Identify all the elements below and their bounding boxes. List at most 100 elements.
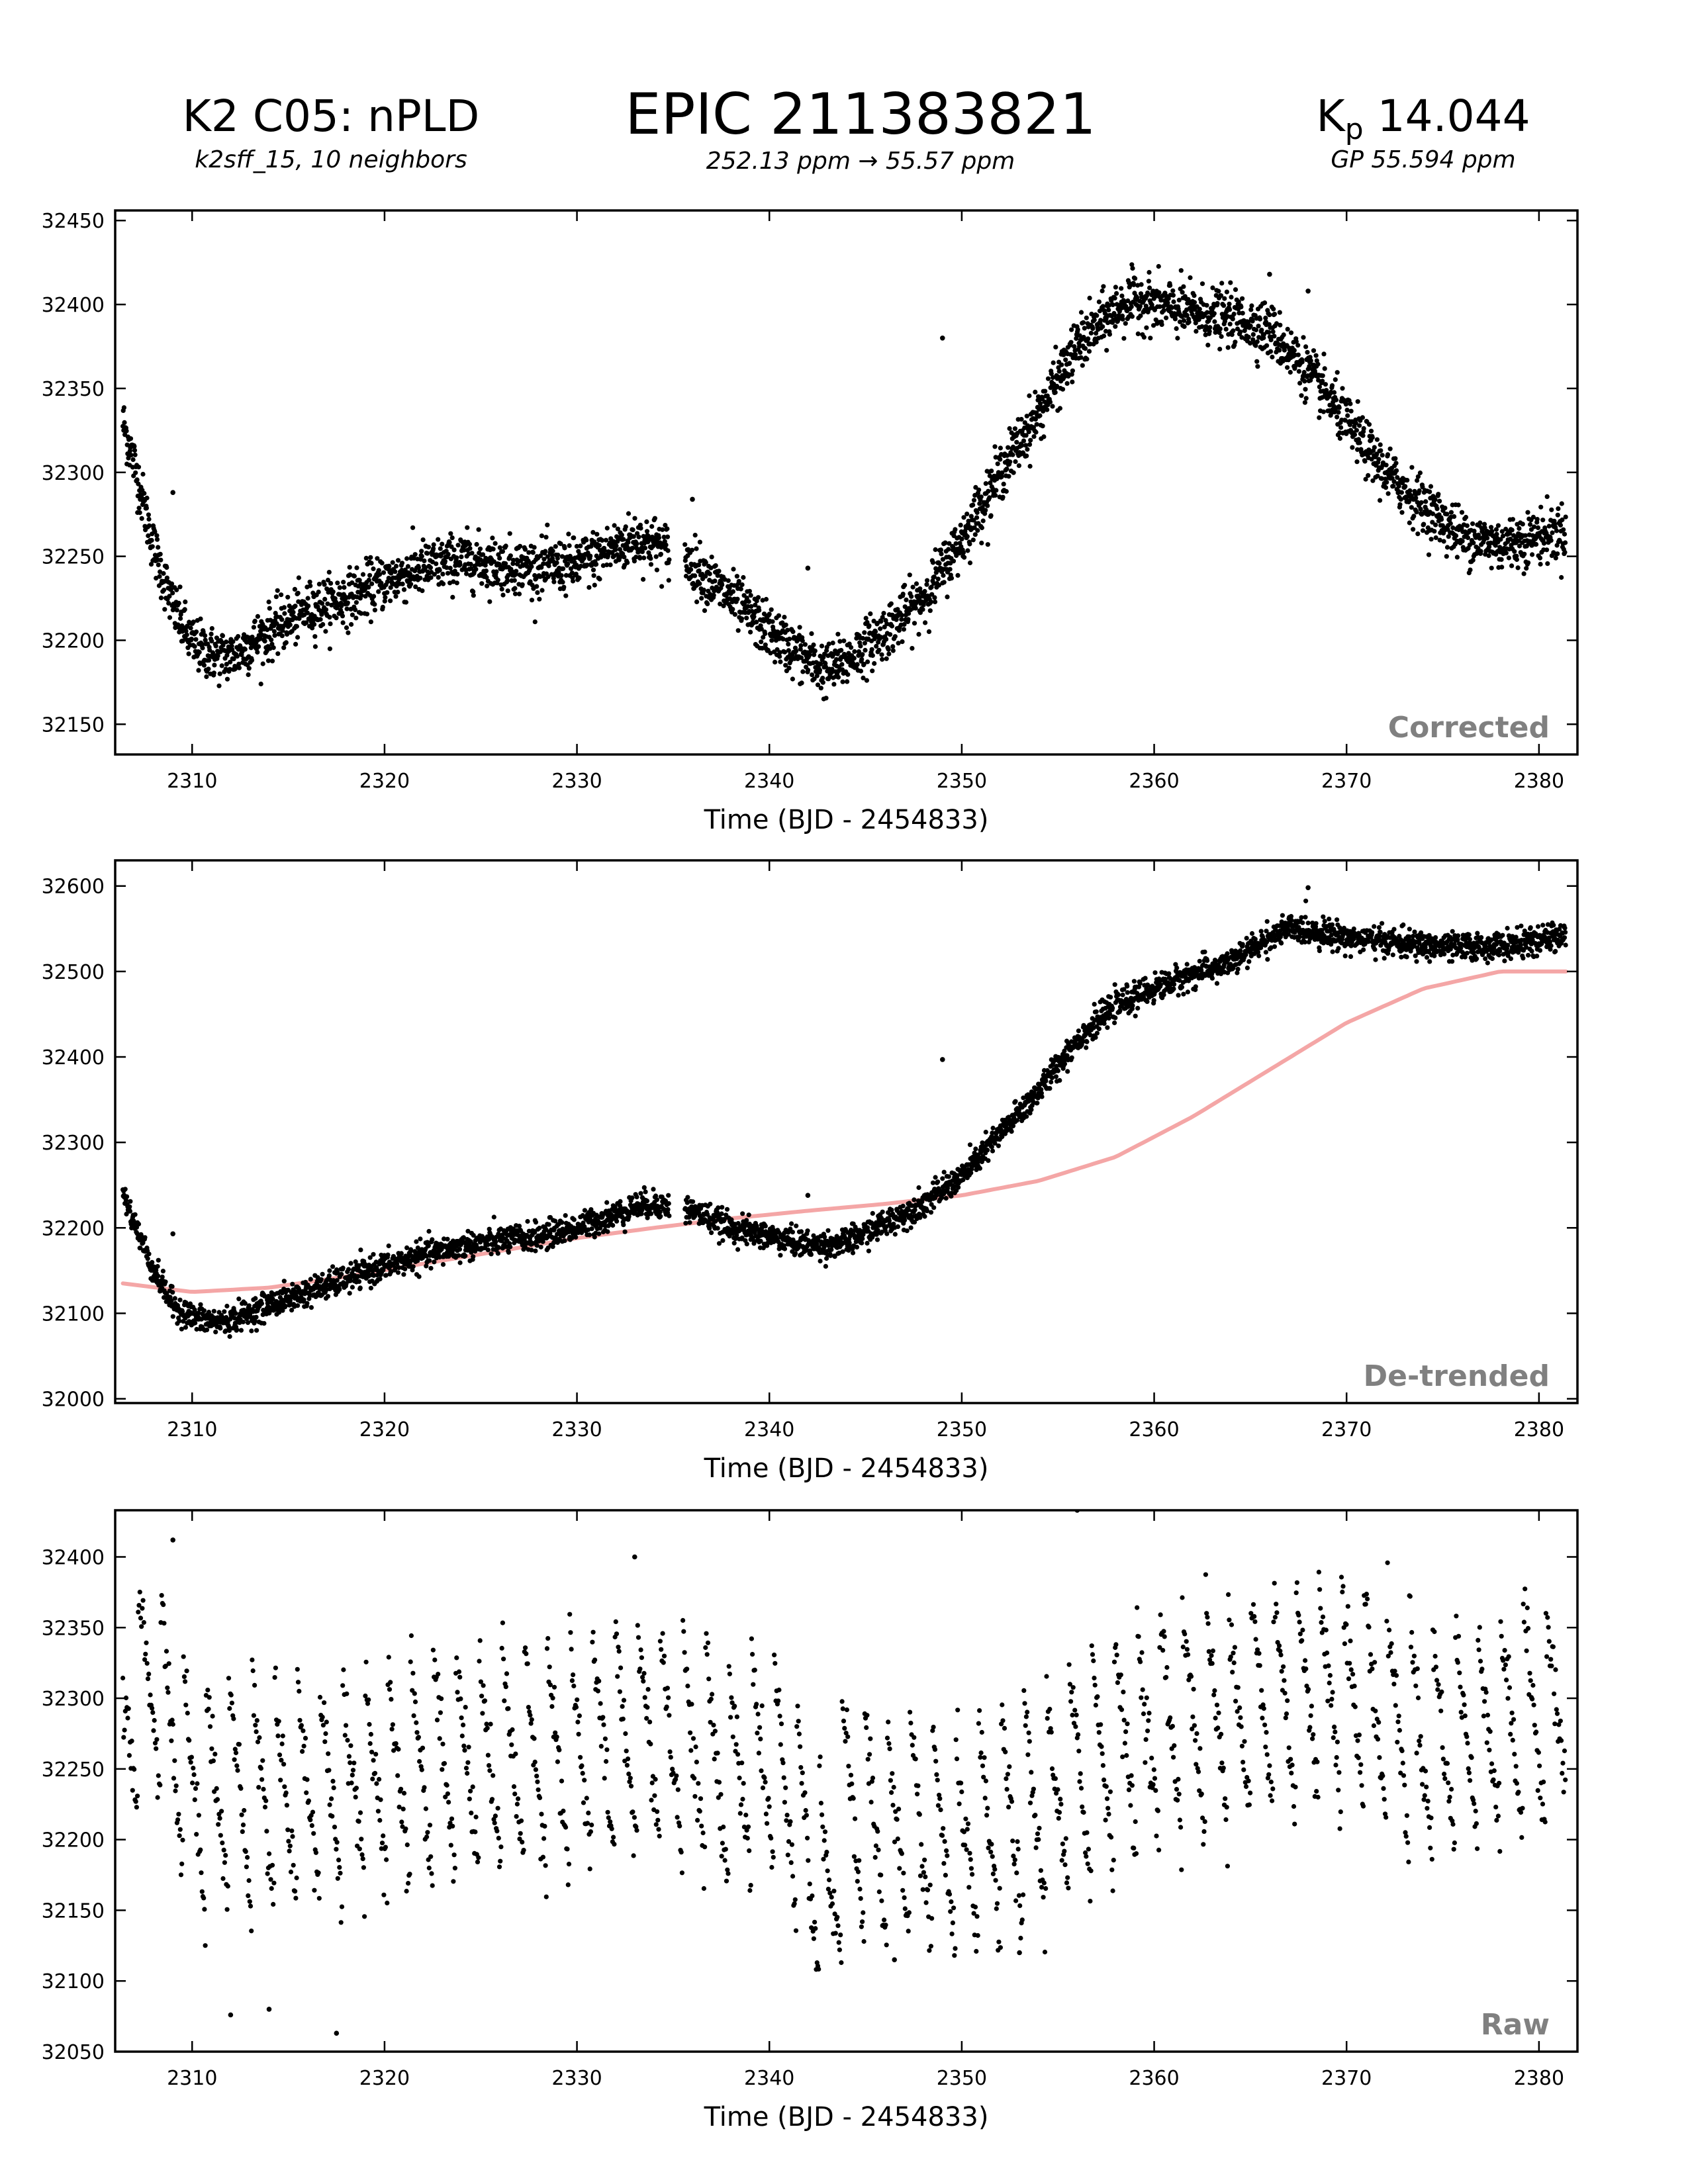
data-point xyxy=(1027,393,1032,398)
data-point xyxy=(610,1222,616,1228)
data-point xyxy=(218,1326,223,1331)
data-point xyxy=(1074,336,1079,341)
data-point xyxy=(410,1264,416,1269)
data-point xyxy=(533,1248,538,1253)
data-point xyxy=(1329,383,1335,388)
gp-subtitle: GP 55.594 ppm xyxy=(1331,146,1516,173)
data-point xyxy=(308,1277,313,1282)
data-point xyxy=(346,630,351,635)
data-point xyxy=(353,1259,358,1265)
data-point xyxy=(423,565,428,570)
data-point xyxy=(1450,525,1456,531)
data-point xyxy=(1192,293,1197,298)
data-point xyxy=(1007,426,1012,432)
data-point xyxy=(940,557,945,562)
data-point xyxy=(1544,547,1550,553)
data-point xyxy=(1141,335,1147,340)
data-point xyxy=(741,574,746,580)
x-tick-label: 2360 xyxy=(1129,770,1179,793)
data-point xyxy=(1212,319,1217,324)
data-point xyxy=(388,598,393,604)
data-point xyxy=(951,559,957,564)
data-point xyxy=(1503,551,1509,556)
data-point xyxy=(366,584,371,590)
data-point xyxy=(1057,406,1062,411)
data-point xyxy=(1207,325,1213,330)
data-point xyxy=(783,662,788,668)
data-point xyxy=(382,598,387,604)
data-point xyxy=(592,582,597,588)
data-point xyxy=(290,1281,295,1287)
data-point xyxy=(1303,387,1308,392)
data-point xyxy=(745,604,751,609)
data-point xyxy=(358,1248,363,1253)
data-point xyxy=(1521,571,1526,576)
data-point xyxy=(1465,535,1471,541)
header-left: K2 C05: nPLD k2sff_15, 10 neighbors xyxy=(165,92,496,173)
data-point xyxy=(1156,290,1162,295)
data-point xyxy=(862,641,867,646)
data-point xyxy=(1101,334,1107,339)
data-point xyxy=(256,644,261,649)
data-point xyxy=(279,617,285,622)
data-point xyxy=(1006,474,1011,479)
data-point xyxy=(1361,426,1366,432)
data-point xyxy=(518,558,524,563)
data-point xyxy=(376,568,381,573)
data-point xyxy=(701,587,706,593)
data-point xyxy=(786,641,791,647)
data-point xyxy=(630,527,635,533)
data-point xyxy=(1080,363,1085,368)
data-point xyxy=(648,556,653,561)
data-point xyxy=(447,540,452,545)
data-point xyxy=(209,626,214,631)
data-point xyxy=(614,552,620,557)
data-point xyxy=(1499,557,1504,563)
data-point xyxy=(1240,310,1245,316)
data-point xyxy=(393,563,399,569)
data-point xyxy=(196,1310,201,1316)
data-point xyxy=(1022,420,1027,426)
x-tick-label: 2330 xyxy=(551,770,602,793)
data-point xyxy=(862,630,867,635)
data-point xyxy=(1437,537,1442,543)
data-point xyxy=(451,579,456,584)
data-point xyxy=(1385,491,1391,496)
data-point xyxy=(305,1300,310,1306)
data-point xyxy=(874,643,879,649)
data-point xyxy=(1403,484,1408,489)
data-point xyxy=(438,546,443,551)
data-point xyxy=(790,676,795,682)
data-point xyxy=(340,620,346,625)
data-point xyxy=(1055,383,1060,389)
data-point xyxy=(703,574,708,579)
data-point xyxy=(796,637,801,642)
data-point xyxy=(985,503,990,508)
data-point xyxy=(1293,339,1299,344)
data-point xyxy=(910,584,915,590)
x-tick-label: 2310 xyxy=(167,770,217,793)
data-point xyxy=(810,672,815,678)
data-point xyxy=(967,560,973,566)
data-point xyxy=(490,535,495,541)
y-tick-label: 32150 xyxy=(42,713,105,737)
data-point xyxy=(1360,433,1366,438)
data-point xyxy=(858,643,863,649)
data-point xyxy=(264,649,269,654)
header-right: Kp 14.044 GP 55.594 ppm xyxy=(1258,92,1589,173)
data-point xyxy=(1125,298,1131,304)
data-point xyxy=(989,469,994,474)
data-point xyxy=(1197,306,1202,312)
data-point xyxy=(1288,369,1293,375)
data-point xyxy=(1514,557,1519,563)
data-point xyxy=(581,1220,586,1226)
data-point xyxy=(618,1199,623,1204)
data-point xyxy=(1129,304,1134,310)
data-point xyxy=(169,581,175,586)
outlier-point xyxy=(170,490,176,495)
data-point xyxy=(689,547,694,553)
data-point xyxy=(1417,488,1422,494)
data-point xyxy=(653,554,659,559)
data-point xyxy=(1248,307,1254,312)
data-point xyxy=(385,579,391,584)
